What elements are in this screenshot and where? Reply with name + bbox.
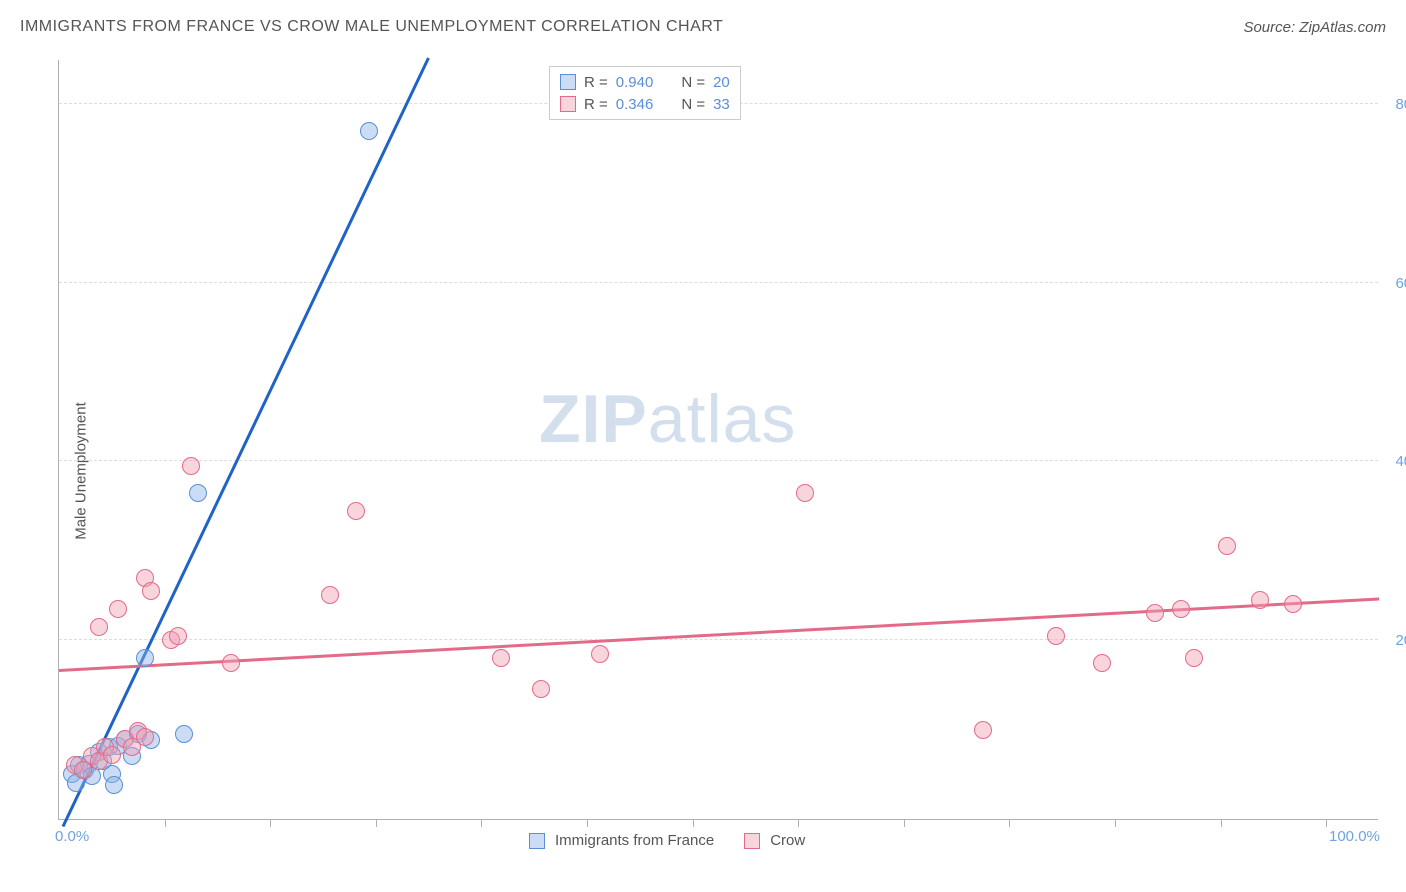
legend-label: Crow	[770, 832, 805, 849]
scatter-point	[974, 721, 992, 739]
x-tick	[1326, 819, 1327, 827]
scatter-point	[1251, 591, 1269, 609]
scatter-point	[591, 645, 609, 663]
scatter-point	[222, 654, 240, 672]
scatter-point	[105, 776, 123, 794]
legend-stats-row: R = 0.940 N = 20	[560, 71, 730, 93]
scatter-point	[532, 680, 550, 698]
trend-line	[62, 57, 430, 827]
scatter-point	[321, 586, 339, 604]
scatter-point	[1185, 649, 1203, 667]
watermark: ZIPatlas	[539, 380, 796, 458]
scatter-point	[1218, 537, 1236, 555]
legend-swatch	[560, 74, 576, 90]
watermark-zip: ZIP	[539, 381, 648, 457]
chart-header: IMMIGRANTS FROM FRANCE VS CROW MALE UNEM…	[20, 18, 1386, 36]
r-label: R =	[584, 96, 608, 113]
scatter-point	[492, 649, 510, 667]
x-tick	[798, 819, 799, 827]
y-tick-label: 20.0%	[1395, 632, 1406, 649]
x-tick	[481, 819, 482, 827]
plot-area: ZIPatlas 20.0%40.0%60.0%80.0%0.0%100.0%R…	[58, 60, 1378, 820]
scatter-point	[189, 484, 207, 502]
scatter-point	[182, 457, 200, 475]
scatter-point	[169, 627, 187, 645]
scatter-point	[103, 746, 121, 764]
x-tick-label: 100.0%	[1329, 828, 1380, 845]
scatter-point	[90, 618, 108, 636]
legend-stats-row: R = 0.346 N = 33	[560, 93, 730, 115]
x-tick	[1115, 819, 1116, 827]
r-value: 0.346	[616, 96, 654, 113]
x-tick	[1009, 819, 1010, 827]
scatter-point	[136, 649, 154, 667]
y-tick-label: 80.0%	[1395, 96, 1406, 113]
legend-stats: R = 0.940 N = 20 R = 0.346 N = 33	[549, 66, 741, 120]
n-label: N =	[681, 74, 705, 91]
r-label: R =	[584, 74, 608, 91]
r-value: 0.940	[616, 74, 654, 91]
scatter-point	[175, 725, 193, 743]
scatter-point	[136, 728, 154, 746]
scatter-point	[142, 582, 160, 600]
x-tick	[376, 819, 377, 827]
x-tick	[904, 819, 905, 827]
x-tick	[1221, 819, 1222, 827]
scatter-point	[360, 122, 378, 140]
x-tick	[165, 819, 166, 827]
y-tick-label: 60.0%	[1395, 275, 1406, 292]
scatter-point	[347, 502, 365, 520]
scatter-point	[796, 484, 814, 502]
watermark-atlas: atlas	[648, 381, 797, 457]
legend-label: Immigrants from France	[555, 832, 714, 849]
source-label: Source: ZipAtlas.com	[1243, 19, 1386, 36]
n-value: 20	[713, 74, 730, 91]
legend-bottom: Immigrants from France Crow	[529, 832, 825, 849]
n-label: N =	[681, 96, 705, 113]
grid-line	[59, 460, 1378, 461]
x-tick	[693, 819, 694, 827]
y-tick-label: 40.0%	[1395, 453, 1406, 470]
scatter-point	[1093, 654, 1111, 672]
scatter-point	[1172, 600, 1190, 618]
x-tick	[587, 819, 588, 827]
chart-title: IMMIGRANTS FROM FRANCE VS CROW MALE UNEM…	[20, 18, 723, 36]
scatter-point	[1284, 595, 1302, 613]
grid-line	[59, 282, 1378, 283]
legend-swatch	[744, 833, 760, 849]
scatter-point	[1047, 627, 1065, 645]
scatter-point	[109, 600, 127, 618]
legend-swatch	[529, 833, 545, 849]
legend-swatch	[560, 96, 576, 112]
n-value: 33	[713, 96, 730, 113]
chart-container: Male Unemployment ZIPatlas 20.0%40.0%60.…	[0, 50, 1406, 892]
x-tick-label: 0.0%	[55, 828, 89, 845]
x-tick	[270, 819, 271, 827]
scatter-point	[1146, 604, 1164, 622]
grid-line	[59, 639, 1378, 640]
